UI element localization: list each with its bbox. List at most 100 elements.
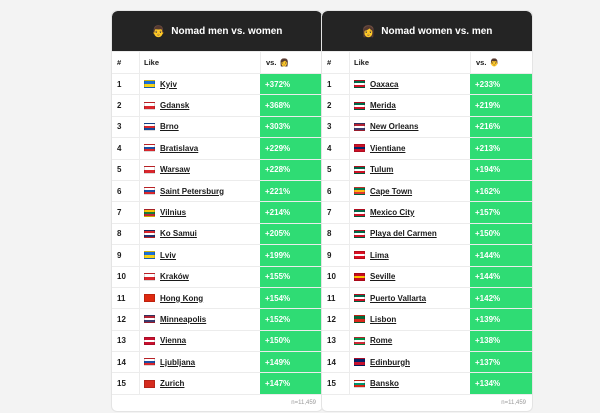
flag-icon: [144, 294, 155, 303]
city-link[interactable]: Gdansk: [160, 101, 190, 111]
vs-percent: +154%: [260, 287, 322, 309]
city-cell: Kyiv: [139, 74, 260, 95]
flag-icon: [144, 272, 155, 281]
table-card-men-vs-women: 👨 Nomad men vs. women # Like vs. 👩 1 Kyiv +372% 2…: [111, 10, 323, 412]
city-link[interactable]: Lviv: [160, 250, 177, 260]
flag-icon: [354, 101, 365, 110]
table-row: 9 Lviv +199%: [112, 244, 322, 266]
flag-icon: [354, 208, 365, 217]
rank-number: 14: [327, 357, 336, 367]
city-link[interactable]: Saint Petersburg: [160, 186, 225, 196]
city-link[interactable]: Ljubljana: [160, 357, 196, 367]
header-rank: #: [117, 58, 122, 67]
vs-percent: +162%: [470, 180, 532, 202]
flag-icon: [354, 379, 365, 388]
table-row: 8 Ko Samui +205%: [112, 222, 322, 245]
city-cell: Lima: [349, 245, 470, 266]
rank-number: 4: [327, 143, 332, 153]
table-row: 15 Bansko +134%: [322, 372, 532, 394]
table-row: 1 Oaxaca +233%: [322, 73, 532, 95]
city-link[interactable]: Vienna: [160, 336, 187, 346]
city-link[interactable]: Merida: [370, 101, 396, 111]
rank-number: 9: [117, 250, 122, 260]
vs-percent: +219%: [470, 95, 532, 116]
flag-icon: [144, 187, 155, 196]
table-title-text: Nomad men vs. women: [171, 25, 283, 37]
city-link[interactable]: Brno: [160, 122, 179, 132]
city-link[interactable]: Vilnius: [160, 208, 187, 218]
header-vs-label: vs.: [476, 58, 487, 67]
flag-icon: [144, 229, 155, 238]
city-link[interactable]: Cape Town: [370, 186, 413, 196]
rank-number: 14: [117, 357, 126, 367]
flag-icon: [354, 144, 365, 153]
table-row: 13 Rome +138%: [322, 329, 532, 352]
flag-icon: [354, 272, 365, 281]
city-cell: Lisbon: [349, 309, 470, 330]
flag-icon: [354, 315, 365, 324]
table-row: 14 Ljubljana +149%: [112, 351, 322, 373]
city-cell: Ko Samui: [139, 223, 260, 245]
rank-number: 6: [117, 186, 122, 196]
rank-number: 10: [117, 272, 126, 282]
city-link[interactable]: Minneapolis: [160, 314, 207, 324]
city-link[interactable]: Edinburgh: [370, 357, 410, 367]
city-link[interactable]: New Orleans: [370, 122, 419, 132]
rank-number: 2: [117, 101, 122, 111]
vs-percent: +157%: [470, 202, 532, 223]
city-link[interactable]: Lisbon: [370, 314, 397, 324]
city-link[interactable]: Bansko: [370, 379, 399, 389]
rank-number: 10: [327, 272, 336, 282]
city-cell: Vilnius: [139, 202, 260, 223]
city-cell: Hong Kong: [139, 287, 260, 309]
city-link[interactable]: Kyiv: [160, 79, 177, 89]
flag-icon: [354, 336, 365, 345]
rank-number: 8: [327, 229, 332, 239]
city-link[interactable]: Kraków: [160, 272, 189, 282]
city-link[interactable]: Hong Kong: [160, 293, 204, 303]
flag-icon: [144, 251, 155, 260]
vs-percent: +205%: [260, 223, 322, 245]
city-cell: Puerto Vallarta: [349, 287, 470, 309]
city-link[interactable]: Rome: [370, 336, 393, 346]
rank-number: 1: [327, 79, 332, 89]
sample-size-text: n=11,459: [501, 399, 526, 406]
flag-icon: [354, 165, 365, 174]
city-cell: Brno: [139, 116, 260, 138]
table-row: 3 New Orleans +216%: [322, 115, 532, 138]
table-row: 11 Hong Kong +154%: [112, 286, 322, 309]
vs-percent: +233%: [470, 74, 532, 95]
table-row: 7 Vilnius +214%: [112, 201, 322, 223]
flag-icon: [354, 187, 365, 196]
vs-percent: +214%: [260, 202, 322, 223]
vs-percent: +152%: [260, 309, 322, 330]
rank-number: 11: [327, 293, 336, 303]
city-link[interactable]: Vientiane: [370, 143, 406, 153]
city-link[interactable]: Mexico City: [370, 208, 415, 218]
city-link[interactable]: Lima: [370, 250, 389, 260]
city-link[interactable]: Tulum: [370, 165, 394, 175]
city-link[interactable]: Oaxaca: [370, 79, 399, 89]
vs-percent: +213%: [470, 138, 532, 159]
city-link[interactable]: Ko Samui: [160, 229, 197, 239]
table-row: 14 Edinburgh +137%: [322, 351, 532, 373]
city-link[interactable]: Bratislava: [160, 143, 199, 153]
flag-icon: [144, 379, 155, 388]
vs-percent: +144%: [470, 245, 532, 266]
city-link[interactable]: Zurich: [160, 379, 185, 389]
person-emoji-icon: 👨: [489, 58, 499, 67]
city-cell: Cape Town: [349, 180, 470, 202]
rank-number: 7: [117, 208, 122, 218]
table-row: 11 Puerto Vallarta +142%: [322, 286, 532, 309]
city-link[interactable]: Seville: [370, 272, 396, 282]
city-cell: New Orleans: [349, 116, 470, 138]
flag-icon: [354, 358, 365, 367]
rank-number: 5: [117, 165, 122, 175]
city-cell: Bansko: [349, 373, 470, 394]
rank-number: 13: [117, 336, 126, 346]
city-link[interactable]: Playa del Carmen: [370, 229, 437, 239]
sample-size-note: n=11,459: [112, 393, 322, 411]
city-link[interactable]: Warsaw: [160, 165, 190, 175]
flag-icon: [144, 122, 155, 131]
city-link[interactable]: Puerto Vallarta: [370, 293, 427, 303]
